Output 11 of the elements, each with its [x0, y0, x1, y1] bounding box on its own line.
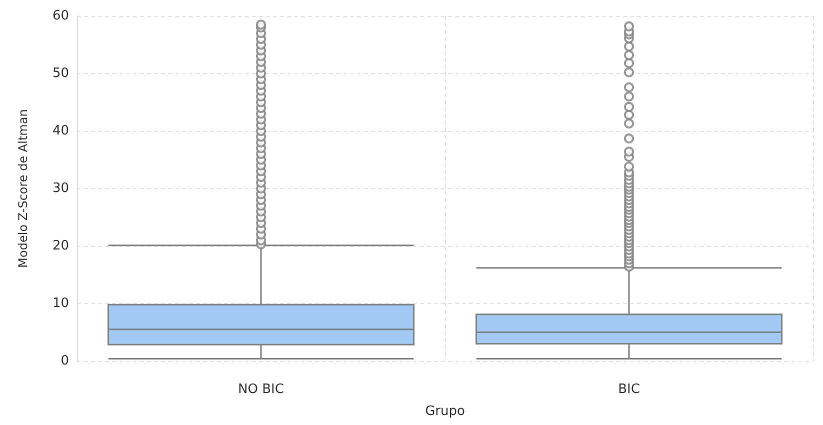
- y-tick-label: 60: [52, 8, 69, 24]
- y-tick-label: 50: [52, 66, 69, 81]
- y-axis-title: Modelo Z-Score de Altman: [16, 109, 30, 268]
- y-tick-label: 0: [60, 354, 69, 368]
- y-tick-label: 10: [52, 296, 69, 311]
- x-axis-title: Grupo: [425, 404, 465, 419]
- x-tick-label: BIC: [618, 382, 640, 397]
- y-tick-label: 30: [52, 181, 69, 196]
- x-tick-label: NO BIC: [238, 382, 284, 397]
- y-tick-label: 20: [52, 238, 69, 254]
- y-tick-label: 40: [52, 124, 69, 138]
